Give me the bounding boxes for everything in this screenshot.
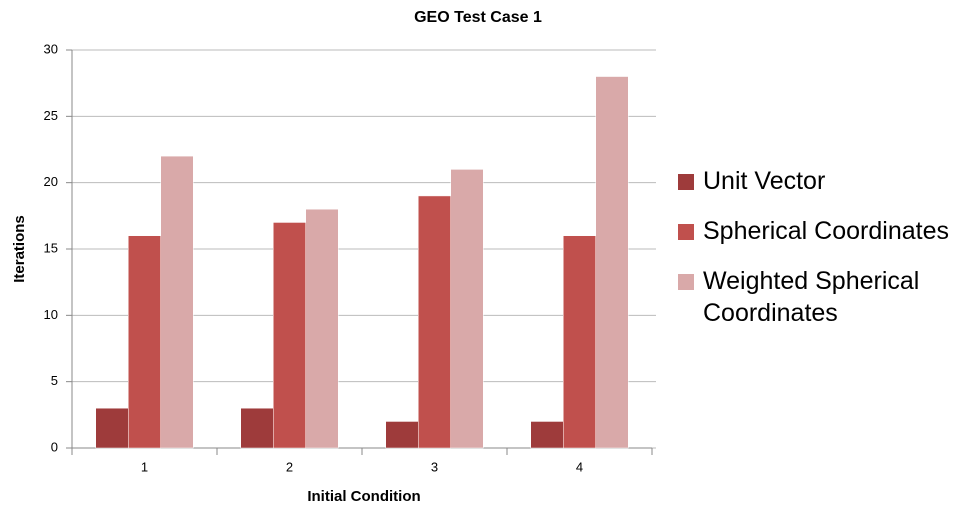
legend-swatch (678, 274, 694, 290)
y-tick-label: 30 (44, 41, 58, 56)
y-tick-label: 0 (51, 439, 58, 454)
legend-label: Spherical Coordinates (703, 217, 949, 245)
bar (450, 169, 484, 449)
legend-item: Unit Vector (678, 165, 968, 197)
bar (273, 222, 306, 449)
y-tick-label: 25 (44, 108, 58, 123)
x-tick-label: 1 (141, 459, 148, 474)
chart-title: GEO Test Case 1 (414, 9, 542, 26)
x-tick-label: 4 (576, 459, 583, 474)
bar (95, 407, 129, 449)
bar (385, 421, 419, 449)
y-tick-label: 15 (44, 240, 58, 255)
bar (128, 235, 161, 449)
legend: Unit Vector Spherical Coordinates Weighted… (678, 165, 968, 347)
bar (418, 195, 451, 449)
bar (530, 421, 564, 449)
y-tick-label: 10 (44, 307, 58, 322)
legend-label: Weighted Spherical Coordinates (703, 267, 920, 327)
y-axis-label: Iterations (11, 215, 28, 283)
legend-swatch (678, 174, 694, 190)
x-axis-label: Initial Condition (307, 488, 420, 505)
x-tick-label: 3 (431, 459, 438, 474)
x-tick-label: 2 (286, 459, 293, 474)
y-tick-label: 20 (44, 174, 58, 189)
legend-item: Spherical Coordinates (678, 215, 968, 247)
legend-label: Unit Vector (703, 167, 826, 195)
legend-item: Weighted Spherical Coordinates (678, 265, 968, 329)
bar (305, 208, 339, 449)
bar (595, 76, 629, 449)
legend-swatch (678, 224, 694, 240)
bar (563, 235, 596, 449)
y-tick-label: 5 (51, 373, 58, 388)
bar (160, 155, 194, 449)
bar (240, 407, 274, 449)
